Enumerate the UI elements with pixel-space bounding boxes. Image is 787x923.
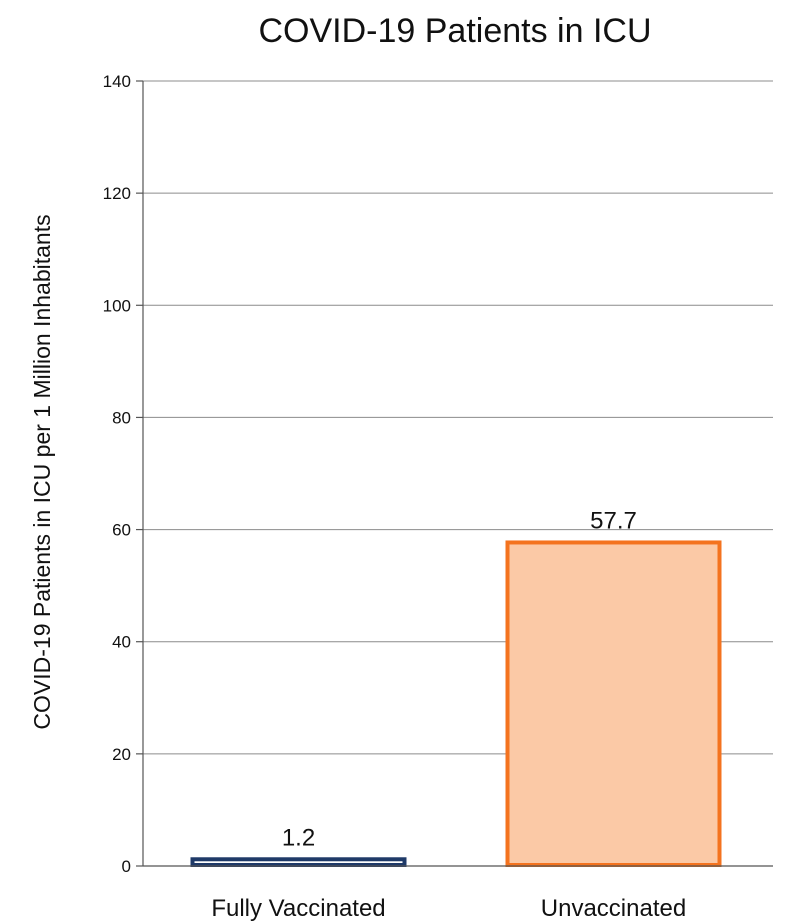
y-axis-label: COVID-19 Patients in ICU per 1 Million I… — [29, 214, 55, 729]
y-tick-label-140: 140 — [103, 72, 131, 91]
category-labels: Fully Vaccinated Unvaccinated — [211, 895, 686, 922]
gridlines — [143, 80, 773, 755]
y-tick-label-80: 80 — [112, 408, 131, 427]
data-labels: 1.2 57.7 — [282, 507, 637, 851]
y-tick-label-40: 40 — [112, 633, 131, 652]
category-label-fully-vaccinated: Fully Vaccinated — [211, 895, 385, 922]
bar-unvaccinated — [505, 540, 722, 867]
y-tick-label-0: 0 — [122, 857, 131, 876]
bar-fully-vaccinated — [190, 857, 407, 867]
y-tick-label-120: 120 — [103, 184, 131, 203]
y-tick-label-60: 60 — [112, 521, 131, 540]
data-label-fully-vaccinated: 1.2 — [282, 824, 315, 851]
data-label-unvaccinated: 57.7 — [590, 507, 637, 534]
category-label-unvaccinated: Unvaccinated — [541, 895, 686, 922]
bars — [190, 540, 722, 867]
chart-title: COVID-19 Patients in ICU — [258, 12, 651, 50]
y-tick-label-20: 20 — [112, 745, 131, 764]
y-axis-ticks: 0 20 40 60 80 100 120 140 — [103, 72, 143, 876]
y-tick-label-100: 100 — [103, 296, 131, 315]
